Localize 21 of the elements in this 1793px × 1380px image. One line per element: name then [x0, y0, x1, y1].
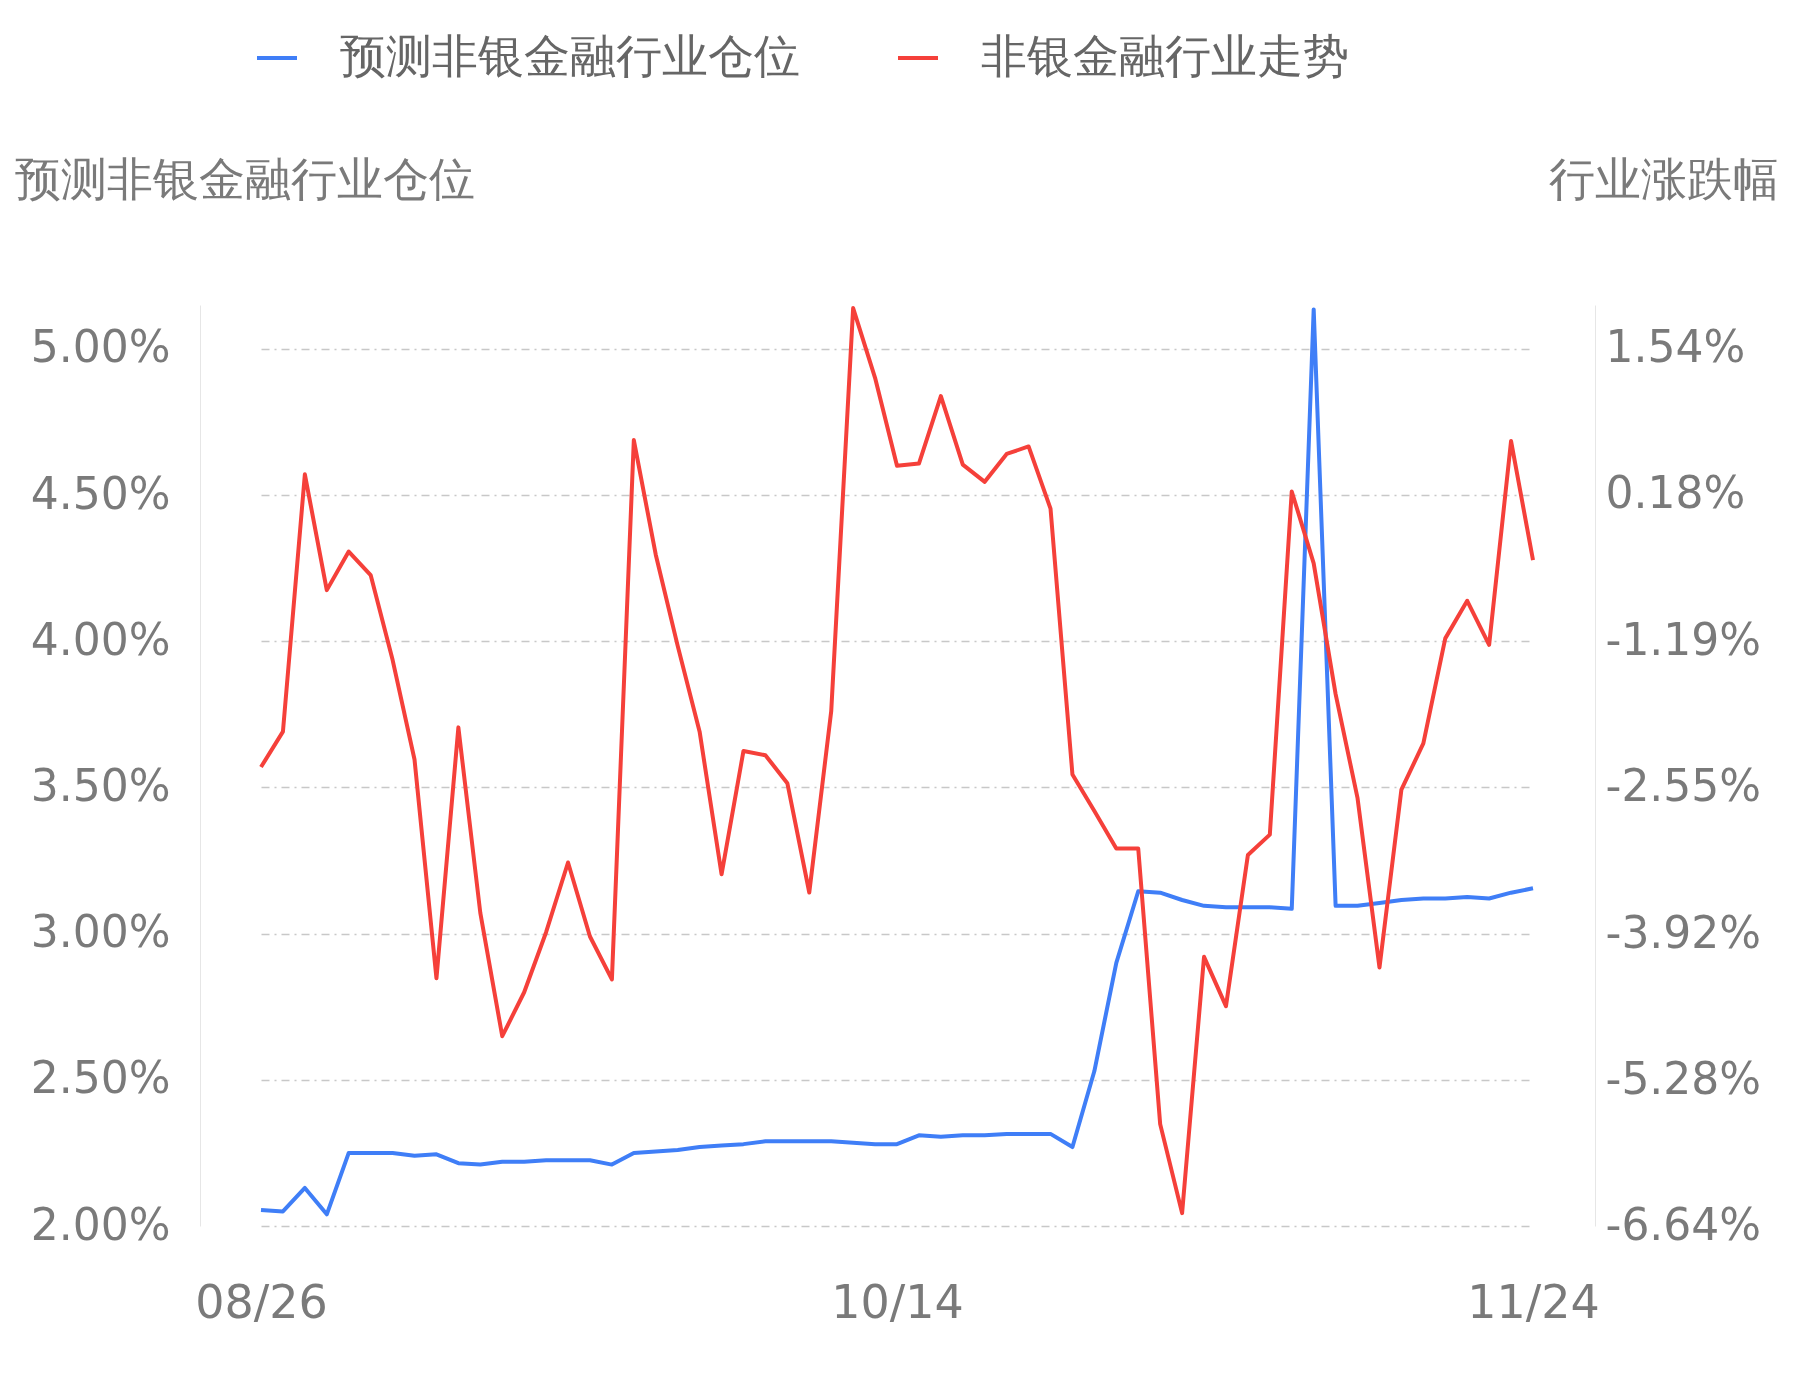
- y2-tick-label: 1.54%: [1605, 321, 1746, 373]
- y2-tick-label: -3.92%: [1605, 906, 1762, 958]
- x-tick-label: 08/26: [195, 1274, 328, 1329]
- y-tick-label: 3.00%: [30, 906, 171, 958]
- y-tick-label: 5.00%: [30, 321, 171, 373]
- legend-label: 预测非银金融行业仓位: [340, 29, 800, 83]
- x-tick-label: 11/24: [1467, 1274, 1600, 1329]
- y2-axis-title: 行业涨跌幅: [1548, 151, 1779, 206]
- y2-tick-label: -5.28%: [1605, 1052, 1762, 1104]
- y-axis-title: 预测非银金融行业仓位: [14, 151, 475, 206]
- y-tick-label: 2.50%: [30, 1052, 171, 1104]
- y2-tick-label: -6.64%: [1605, 1198, 1762, 1250]
- y-tick-label: 3.50%: [30, 759, 171, 811]
- y2-tick-label: -2.55%: [1605, 759, 1762, 811]
- legend-label: 非银金融行业走势: [981, 29, 1349, 83]
- x-tick-label: 10/14: [831, 1274, 964, 1329]
- y-tick-label: 4.00%: [30, 613, 171, 665]
- y2-tick-label: -1.19%: [1605, 614, 1762, 666]
- y-tick-label: 4.50%: [30, 467, 171, 519]
- y2-tick-label: 0.18%: [1605, 467, 1746, 519]
- y-tick-label: 2.00%: [30, 1198, 171, 1250]
